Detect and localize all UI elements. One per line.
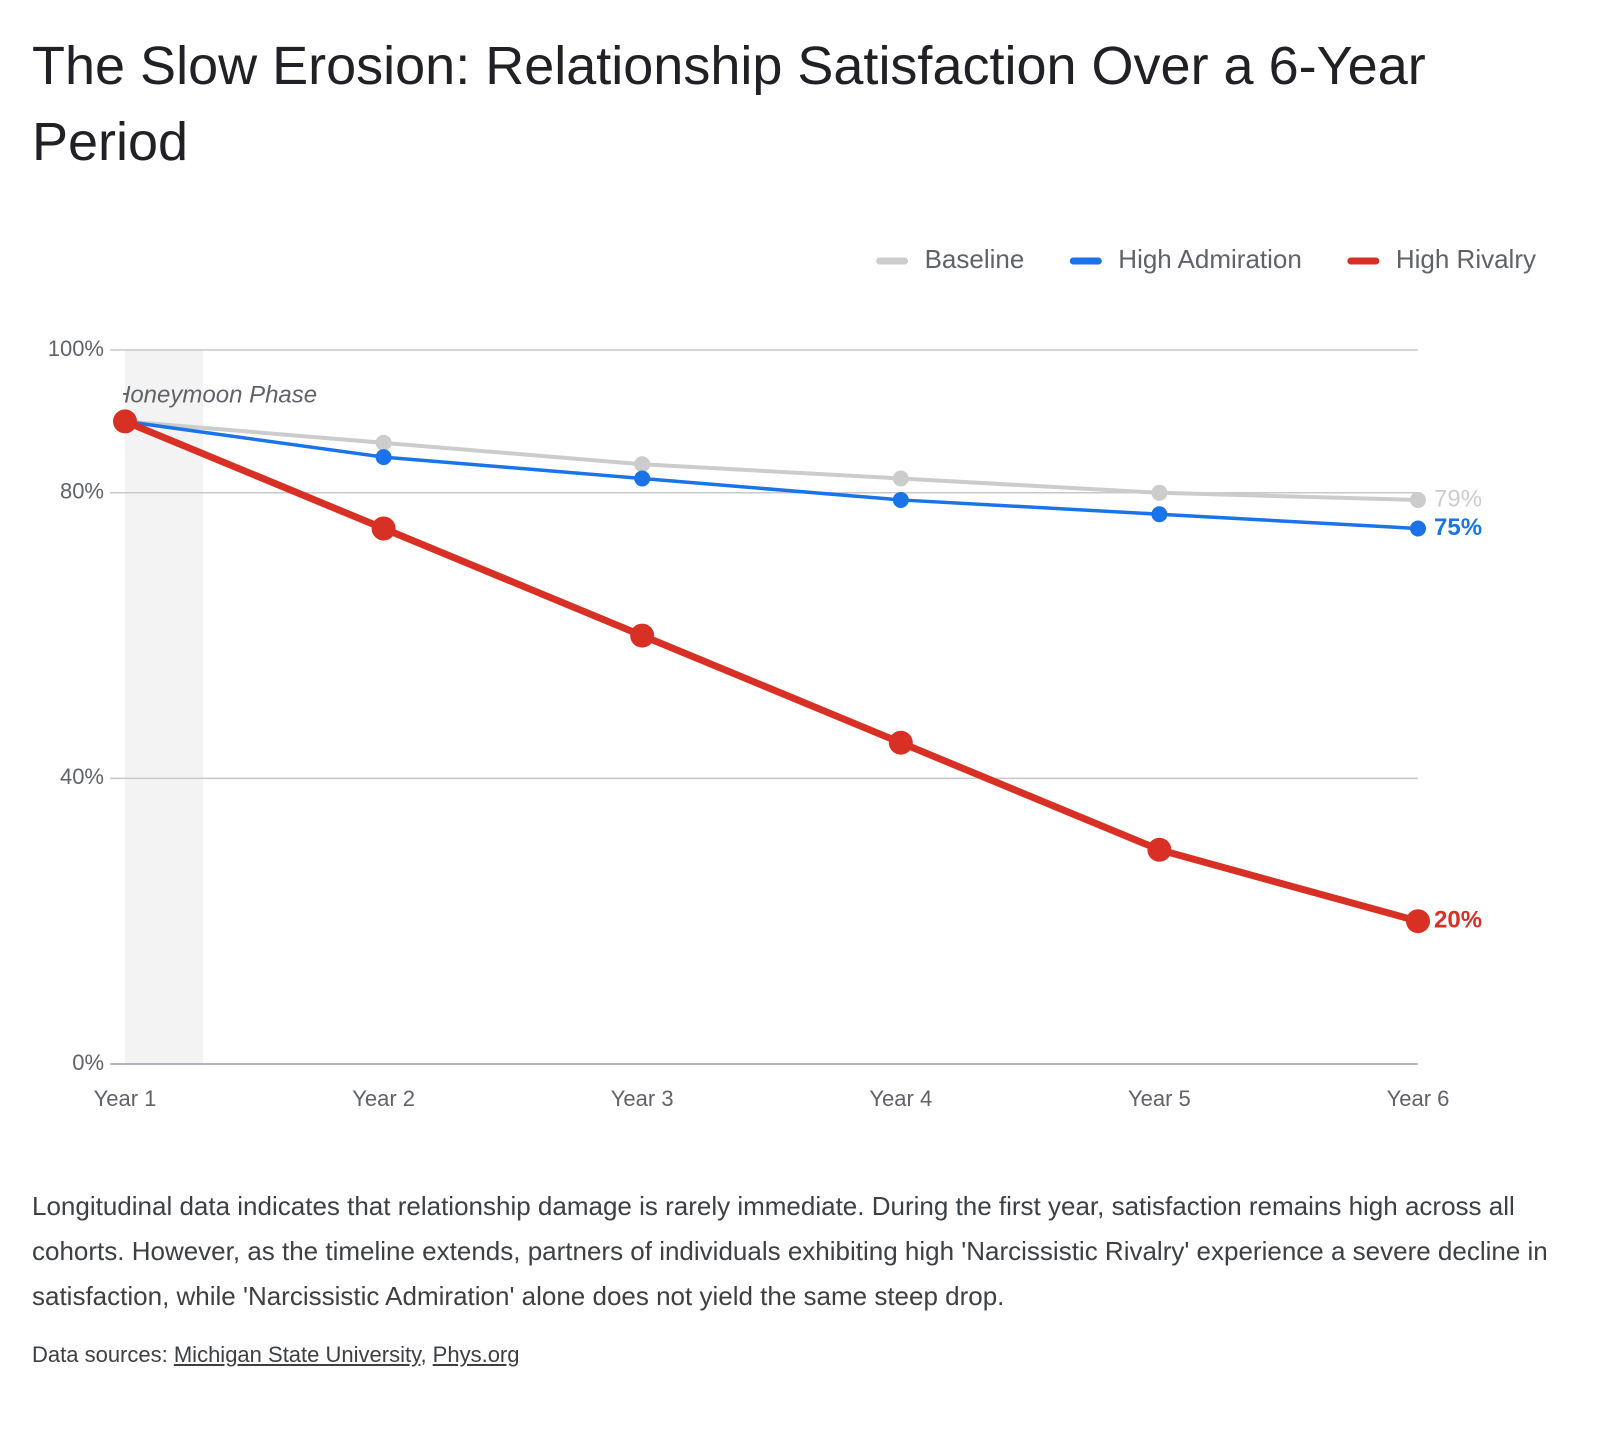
sources-label: Data sources: — [32, 1342, 168, 1367]
value-label: 20% — [1434, 907, 1482, 934]
data-point — [634, 470, 651, 487]
legend-label: High Rivalry — [1396, 244, 1536, 274]
y-tick-label: 80% — [60, 479, 104, 504]
legend-label: Baseline — [925, 244, 1025, 274]
y-tick-label: 100% — [48, 336, 104, 361]
x-tick-label: Year 4 — [869, 1086, 932, 1111]
x-tick-label: Year 6 — [1387, 1086, 1450, 1111]
value-label: 75% — [1434, 514, 1482, 541]
series-line — [124, 419, 1419, 502]
data-point — [1410, 520, 1426, 537]
description: Longitudinal data indicates that relatio… — [32, 1191, 1548, 1311]
legend-label: High Admiration — [1118, 244, 1302, 274]
data-point — [1406, 909, 1430, 934]
data-point — [892, 491, 909, 508]
series-line — [124, 419, 1419, 531]
data-point — [1410, 491, 1426, 508]
data-point — [892, 470, 909, 487]
data-point — [113, 409, 137, 434]
source-link[interactable]: Michigan State University — [173, 1342, 421, 1367]
x-tick-label: Year 5 — [1128, 1086, 1191, 1111]
y-tick-label: 0% — [72, 1050, 104, 1075]
chart-title: The Slow Erosion: Relationship Satisfact… — [32, 36, 1426, 172]
data-point — [1151, 484, 1168, 501]
data-point — [634, 456, 651, 473]
data-point — [630, 623, 655, 648]
data-point — [375, 449, 392, 466]
x-tick-label: Year 3 — [611, 1086, 674, 1111]
data-point — [371, 516, 396, 541]
series-line — [123, 418, 1419, 925]
x-tick-label: Year 1 — [94, 1086, 157, 1111]
data-point — [1151, 506, 1168, 523]
y-tick-label: 40% — [60, 764, 104, 789]
x-tick-label: Year 2 — [352, 1086, 415, 1111]
annotation-band — [125, 350, 203, 1064]
value-label: 79% — [1434, 485, 1482, 512]
data-point — [888, 730, 913, 755]
source-link[interactable]: Phys.org — [432, 1342, 520, 1367]
sources: Data sources: Michigan State University,… — [32, 1342, 520, 1367]
annotation: Honeymoon Phase — [113, 381, 317, 408]
data-point — [1147, 837, 1172, 862]
data-point — [375, 434, 392, 451]
